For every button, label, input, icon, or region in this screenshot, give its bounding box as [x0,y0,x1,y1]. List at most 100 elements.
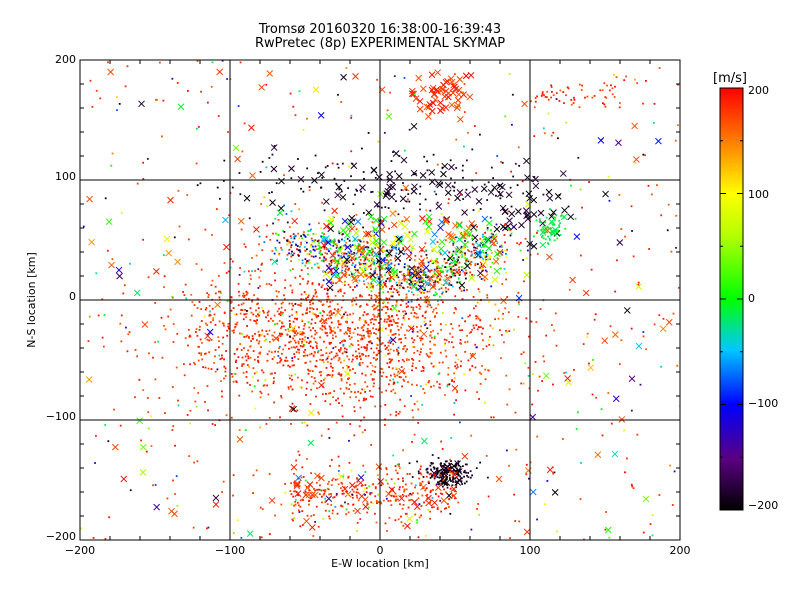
data-point-dot [642,335,645,338]
data-point-cross [365,230,372,238]
data-point-dot [444,476,447,479]
data-point-dot [431,454,434,456]
data-point-dot [398,281,401,284]
data-point-dot [300,241,303,244]
data-point-dot [502,317,504,320]
data-point-dot [525,317,528,320]
data-point-dot [218,197,221,200]
data-point-dot [490,232,493,235]
data-point-dot [603,103,606,106]
data-point-dot [212,319,215,321]
data-point-cross [424,280,432,287]
data-point-dot [314,322,317,324]
data-point-dot [566,86,569,89]
data-point-dot [384,193,387,196]
x-tick-label: −100 [214,544,246,557]
data-point-dot [385,285,388,288]
data-point-cross [116,272,123,280]
data-point-dot [309,345,312,348]
data-point-dot [496,242,499,245]
data-point-dot [292,495,295,498]
data-point-dot [369,492,372,495]
data-point-dot [344,340,346,342]
data-point-cross [352,277,359,284]
data-point-dot [259,390,262,393]
data-point-dot [340,487,342,489]
data-point-dot [450,284,453,286]
data-point-dot [129,262,131,265]
data-point-dot [441,448,444,450]
data-point-dot [308,503,310,506]
data-point-dot [435,273,438,276]
data-point-dot [372,323,375,326]
data-point-dot [579,254,582,257]
data-point-dot [339,246,342,249]
data-point-dot [361,431,364,434]
data-point-dot [392,378,395,381]
data-point-dot [400,341,403,344]
data-point-dot [518,164,521,167]
data-point-dot [363,275,365,278]
data-point-dot [369,333,372,336]
data-point-dot [586,332,589,335]
data-point-dot [440,462,442,465]
data-point-dot [374,405,377,408]
data-point-dot [313,337,316,340]
data-point-dot [525,257,528,260]
data-point-dot [439,474,442,477]
data-point-dot [432,281,435,284]
data-point-dot [533,106,536,109]
data-point-dot [361,372,364,375]
data-point-cross [430,469,438,477]
data-point-dot [358,318,361,321]
data-point-dot [451,479,454,481]
data-point-dot [408,273,411,276]
data-point-dot [449,469,452,472]
data-point-dot [198,300,201,303]
data-point-dot [371,395,374,398]
data-point-dot [336,244,339,247]
data-point-dot [426,276,429,279]
data-point-dot [378,276,381,279]
data-point-dot [455,268,458,271]
data-point-dot [246,325,248,327]
data-point-dot [368,335,371,338]
data-point-dot [429,279,431,282]
data-point-dot [216,368,219,371]
data-point-dot [238,290,240,293]
data-point-dot [370,444,373,446]
data-point-dot [420,337,423,340]
data-point-dot [347,253,350,256]
data-point-dot [321,284,324,287]
data-point-dot [111,152,114,155]
data-point-dot [464,341,467,344]
data-point-dot [203,315,206,318]
data-point-dot [312,355,315,358]
data-point-dot [318,283,321,285]
data-point-dot [292,320,295,323]
data-point-dot [210,85,213,88]
data-point-dot [408,266,411,269]
data-point-dot [379,367,382,370]
data-point-cross [423,227,431,235]
data-point-dot [376,273,379,276]
data-point-dot [484,378,487,381]
data-point-dot [294,373,297,376]
data-point-cross [454,194,461,202]
data-point-dot [433,335,436,338]
data-point-dot [315,248,318,251]
data-point-dot [265,235,268,238]
data-point-dot [573,98,576,101]
data-point-dot [393,264,396,267]
data-point-dot [340,481,343,484]
data-point-dot [353,434,356,437]
data-point-dot [380,206,383,209]
data-point-dot [397,352,400,355]
data-point-dot [281,321,283,324]
data-point-cross [318,171,325,179]
data-point-cross [408,270,416,278]
data-point-dot [433,270,436,273]
data-point-dot [463,469,466,472]
data-point-dot [314,380,317,383]
data-point-dot [435,279,438,282]
